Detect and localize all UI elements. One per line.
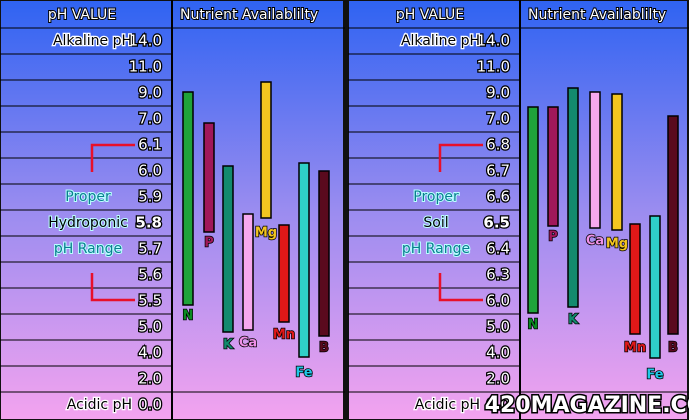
nutrient-label: P xyxy=(204,236,214,251)
ph-value: 7.0 xyxy=(138,110,162,128)
nutrient-header: Nutrient Availablilty xyxy=(528,7,666,23)
nutrient-label: Fe xyxy=(295,366,312,381)
ph-value: 6.5 xyxy=(483,214,510,232)
panel-bg xyxy=(521,1,687,419)
ph-value: 9.0 xyxy=(138,84,162,102)
ph-value: 4.0 xyxy=(138,344,162,362)
nutrient-label: N xyxy=(183,309,194,324)
ph-value: 2.0 xyxy=(486,370,510,388)
ph-value: 5.6 xyxy=(138,266,162,284)
ph-label: Soil xyxy=(423,215,448,231)
nutrient-label: Mg xyxy=(255,226,277,241)
ph-value: 5.5 xyxy=(138,292,162,310)
nutrient-bar xyxy=(589,91,601,229)
ph-value: 6.0 xyxy=(486,292,510,310)
ph-value: 6.0 xyxy=(138,162,162,180)
ph-label: Acidic pH xyxy=(415,397,480,413)
ph-value: 9.0 xyxy=(486,84,510,102)
nutrient-label: Ca xyxy=(239,336,257,351)
ph-value: 11.0 xyxy=(129,58,162,76)
nutrient-bar xyxy=(318,170,330,337)
ph-value: 5.8 xyxy=(135,214,162,232)
ph-value: 6.4 xyxy=(486,240,510,258)
ph-value: 5.9 xyxy=(138,188,162,206)
ph-value: 2.0 xyxy=(138,370,162,388)
ph-value: 4.0 xyxy=(486,344,510,362)
ph-label: Acidic pH xyxy=(67,397,132,413)
nutrient-label: Mg xyxy=(606,237,628,252)
nutrient-bar xyxy=(222,165,234,333)
ph-value: 14.0 xyxy=(129,32,162,50)
nutrient-label: Fe xyxy=(646,368,663,383)
ph-value: 6.7 xyxy=(486,162,510,180)
nutrient-bar xyxy=(203,122,215,233)
ph-value: 6.3 xyxy=(486,266,510,284)
nutrient-label: K xyxy=(568,313,579,328)
ph-label: Hydroponic xyxy=(48,215,128,231)
nutrient-label: B xyxy=(668,341,678,356)
nutrient-label: Ca xyxy=(586,234,604,249)
ph-value: 5.0 xyxy=(138,318,162,336)
ph-label: Proper xyxy=(65,189,111,205)
nutrient-label: Mn xyxy=(273,328,295,343)
ph-value: 7.0 xyxy=(486,110,510,128)
nutrient-bar xyxy=(547,106,559,227)
ph-value: 14.0 xyxy=(477,32,510,50)
nutrient-bar xyxy=(278,224,290,323)
ph-label: pH Range xyxy=(54,241,122,257)
watermark: 420MAGAZINE.COM xyxy=(485,393,689,418)
nutrient-label: Mn xyxy=(624,341,646,356)
ph-value: 6.6 xyxy=(486,188,510,206)
ph-value: 5.0 xyxy=(486,318,510,336)
ph-label: Alkaline pH xyxy=(53,33,132,49)
ph-label: Proper xyxy=(413,189,459,205)
nutrient-bar xyxy=(649,215,661,359)
panel-bg xyxy=(173,1,343,419)
nutrient-bar xyxy=(629,223,641,335)
ph-label: Alkaline pH xyxy=(401,33,480,49)
range-bracket xyxy=(438,143,483,302)
ph-value: 0.0 xyxy=(486,396,510,414)
ph-value: 6.8 xyxy=(486,136,510,154)
ph-label: pH Range xyxy=(402,241,470,257)
ph-value: 5.7 xyxy=(138,240,162,258)
range-bracket xyxy=(90,143,135,302)
ph-value: 11.0 xyxy=(477,58,510,76)
nutrient-bar xyxy=(182,91,194,306)
nutrient-bar xyxy=(527,106,539,314)
nutrient-label: K xyxy=(223,338,234,353)
nutrient-bar xyxy=(260,81,272,219)
nutrient-bar xyxy=(242,213,254,331)
ph-value: 0.0 xyxy=(138,396,162,414)
nutrient-label: N xyxy=(528,318,539,333)
ph-header: pH VALUE xyxy=(48,7,116,23)
nutrient-bar xyxy=(567,87,579,308)
nutrient-bar xyxy=(611,93,623,231)
ph-header: pH VALUE xyxy=(396,7,464,23)
nutrient-header: Nutrient Availablilty xyxy=(180,7,318,23)
nutrient-label: B xyxy=(319,341,329,356)
nutrient-label: P xyxy=(548,230,558,245)
ph-value: 6.1 xyxy=(138,136,162,154)
nutrient-bar xyxy=(667,115,679,335)
nutrient-bar xyxy=(298,162,310,358)
